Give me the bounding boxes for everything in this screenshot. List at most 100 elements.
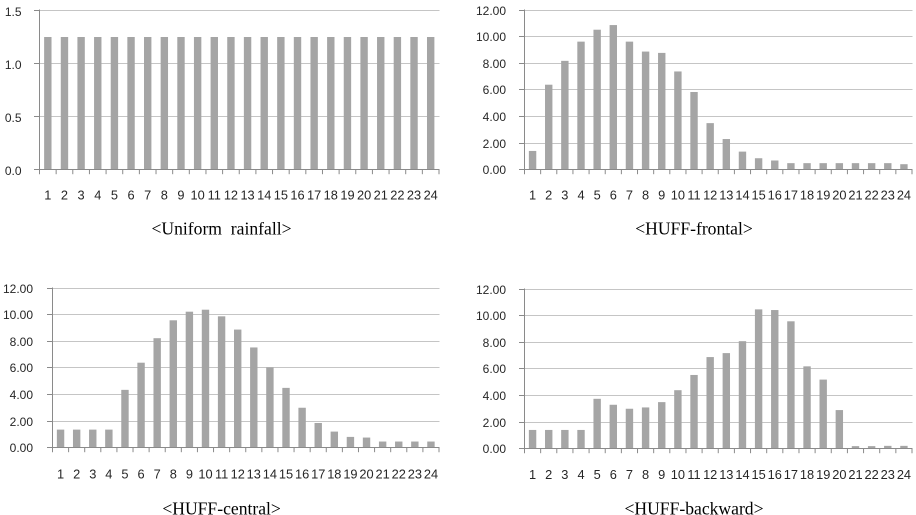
svg-text:0.00: 0.00 [10, 441, 34, 455]
svg-text:21: 21 [848, 467, 862, 482]
svg-text:13: 13 [247, 466, 261, 481]
svg-text:1: 1 [44, 187, 51, 202]
svg-text:2.00: 2.00 [483, 416, 507, 430]
svg-text:20: 20 [832, 187, 846, 202]
svg-text:15: 15 [274, 187, 288, 202]
svg-text:2: 2 [73, 466, 80, 481]
svg-text:11: 11 [215, 466, 228, 481]
svg-text:14: 14 [263, 466, 277, 481]
svg-text:9: 9 [658, 187, 665, 202]
svg-text:6: 6 [610, 187, 617, 202]
svg-text:12: 12 [703, 187, 717, 202]
svg-text:10.00: 10.00 [3, 308, 33, 322]
svg-text:6: 6 [138, 466, 145, 481]
svg-text:7: 7 [626, 467, 633, 482]
svg-text:24: 24 [897, 467, 911, 482]
svg-text:3: 3 [89, 466, 96, 481]
svg-text:22: 22 [865, 467, 879, 482]
svg-text:7: 7 [154, 466, 161, 481]
svg-text:5: 5 [121, 466, 128, 481]
svg-text:7: 7 [144, 187, 151, 202]
svg-text:20: 20 [359, 466, 373, 481]
svg-text:10: 10 [198, 466, 212, 481]
svg-text:3: 3 [561, 467, 568, 482]
svg-text:1: 1 [529, 187, 536, 202]
svg-text:19: 19 [816, 187, 830, 202]
svg-text:4.00: 4.00 [10, 388, 34, 402]
svg-text:<HUFF-frontal>: <HUFF-frontal> [635, 219, 753, 239]
svg-text:18: 18 [800, 467, 814, 482]
svg-text:16: 16 [290, 187, 304, 202]
svg-text:17: 17 [784, 467, 798, 482]
svg-text:17: 17 [307, 187, 321, 202]
svg-text:22: 22 [390, 187, 404, 202]
svg-text:23: 23 [407, 187, 421, 202]
svg-text:1: 1 [57, 466, 64, 481]
svg-text:8: 8 [161, 187, 168, 202]
svg-text:8: 8 [642, 187, 649, 202]
svg-text:18: 18 [800, 187, 814, 202]
svg-text:13: 13 [240, 187, 254, 202]
svg-text:<HUFF-backward>: <HUFF-backward> [624, 498, 763, 515]
svg-text:15: 15 [751, 187, 765, 202]
svg-text:10: 10 [671, 187, 685, 202]
svg-text:14: 14 [735, 187, 749, 202]
svg-text:0.00: 0.00 [483, 163, 507, 177]
svg-text:4.00: 4.00 [483, 110, 507, 124]
svg-text:3: 3 [561, 187, 568, 202]
svg-text:8.00: 8.00 [483, 57, 507, 71]
svg-text:23: 23 [881, 467, 895, 482]
svg-text:22: 22 [392, 466, 406, 481]
svg-text:9: 9 [186, 466, 193, 481]
svg-text:21: 21 [374, 187, 388, 202]
svg-text:15: 15 [279, 466, 293, 481]
svg-text:6.00: 6.00 [10, 361, 34, 375]
svg-text:6.00: 6.00 [483, 83, 507, 97]
svg-text:9: 9 [177, 187, 184, 202]
svg-text:2.00: 2.00 [483, 137, 507, 151]
svg-text:16: 16 [295, 466, 309, 481]
svg-text:18: 18 [327, 466, 341, 481]
svg-text:10: 10 [671, 467, 685, 482]
svg-text:19: 19 [340, 187, 354, 202]
svg-text:21: 21 [376, 466, 390, 481]
svg-text:12: 12 [703, 467, 717, 482]
svg-text:23: 23 [881, 187, 895, 202]
svg-text:16: 16 [768, 187, 782, 202]
svg-text:8.00: 8.00 [10, 335, 34, 349]
svg-text:12.00: 12.00 [3, 282, 33, 296]
svg-text:1.0: 1.0 [5, 58, 22, 72]
svg-text:15: 15 [751, 467, 765, 482]
svg-text:0.0: 0.0 [5, 164, 22, 178]
svg-text:24: 24 [424, 466, 438, 481]
svg-text:22: 22 [865, 187, 879, 202]
svg-text:13: 13 [719, 187, 733, 202]
svg-text:10.00: 10.00 [476, 309, 506, 323]
svg-text:<HUFF-central>: <HUFF-central> [162, 498, 281, 515]
svg-text:10.00: 10.00 [476, 30, 506, 44]
svg-text:2.00: 2.00 [10, 415, 34, 429]
svg-text:14: 14 [257, 187, 271, 202]
svg-text:2: 2 [61, 187, 68, 202]
svg-text:1.5: 1.5 [5, 5, 22, 19]
svg-text:4: 4 [577, 467, 584, 482]
svg-text:20: 20 [832, 467, 846, 482]
svg-text:19: 19 [343, 466, 357, 481]
svg-text:16: 16 [768, 467, 782, 482]
svg-text:6.00: 6.00 [483, 362, 507, 376]
svg-text:4.00: 4.00 [483, 389, 507, 403]
svg-text:6: 6 [127, 187, 134, 202]
svg-text:12: 12 [224, 187, 238, 202]
svg-text:12: 12 [231, 466, 245, 481]
svg-text:4: 4 [577, 187, 584, 202]
svg-text:0.00: 0.00 [483, 442, 507, 456]
svg-text:4: 4 [94, 187, 101, 202]
svg-text:20: 20 [357, 187, 371, 202]
svg-text:11: 11 [687, 467, 700, 482]
svg-text:11: 11 [208, 187, 221, 202]
svg-text:8: 8 [170, 466, 177, 481]
svg-text:17: 17 [784, 187, 798, 202]
svg-text:23: 23 [408, 466, 422, 481]
svg-text:6: 6 [610, 467, 617, 482]
svg-text:4: 4 [105, 466, 112, 481]
